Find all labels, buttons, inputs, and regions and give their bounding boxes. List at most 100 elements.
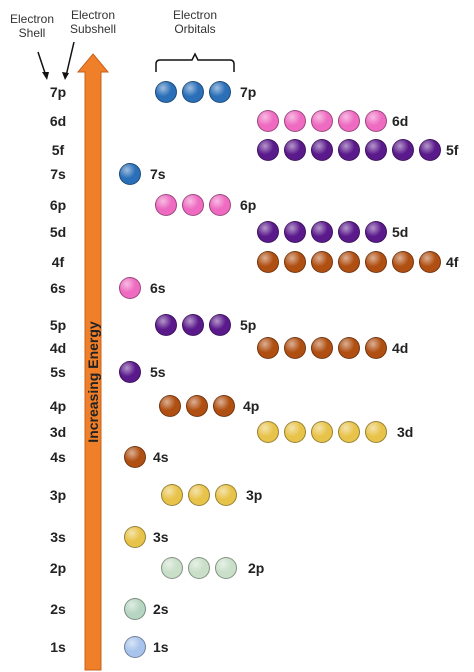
energy-level-5s: 5s <box>50 364 66 380</box>
energy-level-3p: 3p <box>49 487 67 503</box>
orbital-5f-4 <box>338 139 360 161</box>
orbital-4f-4 <box>338 251 360 273</box>
orbital-5f-1 <box>257 139 279 161</box>
orbital-7p-2 <box>182 81 204 103</box>
orbital-3p-2 <box>188 484 210 506</box>
orbital-5d-2 <box>284 221 306 243</box>
orbital-label-5s: 5s <box>150 364 166 380</box>
orbital-label-4p: 4p <box>243 398 260 414</box>
energy-level-4d: 4d <box>49 340 67 356</box>
orbital-6p-2 <box>182 194 204 216</box>
orbital-3p-1 <box>161 484 183 506</box>
orbital-label-6p: 6p <box>240 197 257 213</box>
orbital-4p-1 <box>159 395 181 417</box>
orbital-label-1s: 1s <box>153 639 169 655</box>
orbital-label-5p: 5p <box>240 317 257 333</box>
orbital-label-5d: 5d <box>392 224 409 240</box>
orbital-7s-1 <box>119 163 141 185</box>
orbital-4f-6 <box>392 251 414 273</box>
orbital-5p-1 <box>155 314 177 336</box>
energy-level-1s: 1s <box>50 639 66 655</box>
orbital-label-3s: 3s <box>153 529 169 545</box>
energy-level-6d: 6d <box>49 113 67 129</box>
orbital-5d-5 <box>365 221 387 243</box>
orbital-label-4s: 4s <box>153 449 169 465</box>
orbital-3d-1 <box>257 421 279 443</box>
orbital-6p-3 <box>209 194 231 216</box>
energy-level-2p: 2p <box>49 560 67 576</box>
orbital-4s-1 <box>124 446 146 468</box>
energy-level-6s: 6s <box>50 280 66 296</box>
increasing-energy-label: Increasing Energy <box>85 321 101 443</box>
orbital-4d-5 <box>365 337 387 359</box>
increasing-energy-arrow: Increasing Energy <box>76 53 110 671</box>
orbital-label-5f: 5f <box>446 142 459 158</box>
orbital-3d-3 <box>311 421 333 443</box>
orbital-1s-1 <box>124 636 146 658</box>
energy-level-4f: 4f <box>51 254 65 270</box>
energy-level-4s: 4s <box>50 449 66 465</box>
orbital-5p-2 <box>182 314 204 336</box>
energy-level-4p: 4p <box>49 398 67 414</box>
orbital-4p-2 <box>186 395 208 417</box>
orbital-5d-1 <box>257 221 279 243</box>
orbital-label-4d: 4d <box>392 340 409 356</box>
orbital-3s-1 <box>124 526 146 548</box>
orbital-5f-2 <box>284 139 306 161</box>
orbital-4f-7 <box>419 251 441 273</box>
orbital-label-3d: 3d <box>397 424 414 440</box>
orbital-4p-3 <box>213 395 235 417</box>
orbital-3d-4 <box>338 421 360 443</box>
orbital-6d-3 <box>311 110 333 132</box>
energy-level-5f: 5f <box>51 142 65 158</box>
energy-level-5d: 5d <box>49 224 67 240</box>
orbital-2s-1 <box>124 598 146 620</box>
orbital-label-7p: 7p <box>240 84 257 100</box>
energy-level-7p: 7p <box>49 84 67 100</box>
orbital-5s-1 <box>119 361 141 383</box>
energy-level-5p: 5p <box>49 317 67 333</box>
orbital-4d-1 <box>257 337 279 359</box>
orbital-4d-3 <box>311 337 333 359</box>
orbital-5f-6 <box>392 139 414 161</box>
orbital-6d-1 <box>257 110 279 132</box>
orbital-label-7s: 7s <box>150 166 166 182</box>
orbital-5d-4 <box>338 221 360 243</box>
energy-level-3s: 3s <box>50 529 66 545</box>
orbital-label-6s: 6s <box>150 280 166 296</box>
orbital-4f-2 <box>284 251 306 273</box>
orbital-3d-2 <box>284 421 306 443</box>
energy-level-7s: 7s <box>50 166 66 182</box>
orbital-4d-2 <box>284 337 306 359</box>
energy-level-6p: 6p <box>49 197 67 213</box>
orbital-5f-5 <box>365 139 387 161</box>
energy-level-3d: 3d <box>49 424 67 440</box>
electron-orbitals-header: Electron Orbitals <box>172 8 218 36</box>
orbital-3d-5 <box>365 421 387 443</box>
orbital-4d-4 <box>338 337 360 359</box>
orbital-2p-3 <box>215 557 237 579</box>
orbital-7p-1 <box>155 81 177 103</box>
electron-subshell-header: Electron Subshell <box>69 8 117 36</box>
orbital-5d-3 <box>311 221 333 243</box>
orbital-label-4f: 4f <box>446 254 459 270</box>
orbital-5p-3 <box>209 314 231 336</box>
orbital-label-3p: 3p <box>246 487 263 503</box>
orbital-label-6d: 6d <box>392 113 409 129</box>
electron-shell-header: Electron Shell <box>9 12 55 40</box>
orbital-5f-3 <box>311 139 333 161</box>
orbital-6d-5 <box>365 110 387 132</box>
orbital-4f-3 <box>311 251 333 273</box>
orbital-label-2s: 2s <box>153 601 169 617</box>
orbital-5f-7 <box>419 139 441 161</box>
orbital-6d-4 <box>338 110 360 132</box>
orbital-6p-1 <box>155 194 177 216</box>
orbital-2p-2 <box>188 557 210 579</box>
orbital-6s-1 <box>119 277 141 299</box>
orbital-3p-3 <box>215 484 237 506</box>
orbital-2p-1 <box>161 557 183 579</box>
orbital-4f-5 <box>365 251 387 273</box>
orbital-7p-3 <box>209 81 231 103</box>
orbital-6d-2 <box>284 110 306 132</box>
